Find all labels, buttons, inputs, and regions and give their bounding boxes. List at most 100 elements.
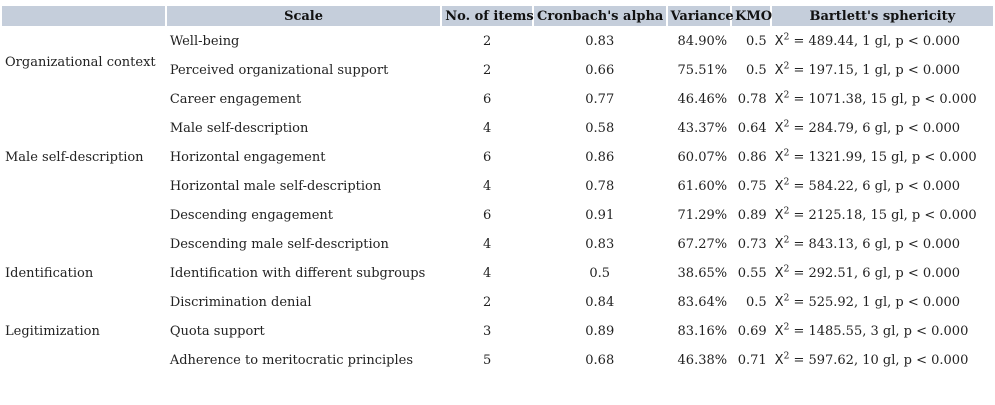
group-label-organizational-context: Organizational context	[5, 55, 156, 70]
chi-superscript: 2	[783, 293, 790, 304]
variance-cell: 71.29%	[677, 208, 728, 223]
bartlett-value: = 597.62, 10 gl, p < 0.000	[789, 353, 969, 368]
items-cell: 2	[482, 34, 492, 49]
variance-cell: 46.46%	[677, 92, 728, 107]
alpha-cell: 0.5	[589, 266, 611, 281]
scale-cell: Horizontal male self-description	[169, 179, 382, 194]
bartlett-value: = 2125.18, 15 gl, p < 0.000	[789, 208, 977, 223]
items-cell: 6	[482, 208, 492, 223]
bartlett-cell: X2 = 284.79, 6 gl, p < 0.000	[772, 115, 993, 142]
bartlett-cell: X2 = 1071.38, 15 gl, p < 0.000	[772, 86, 993, 113]
items-cell: 2	[482, 63, 492, 78]
alpha-cell: 0.83	[585, 34, 615, 49]
kmo-cell: 0.55	[737, 266, 767, 281]
scale-cell: Well-being	[169, 34, 240, 49]
header-items: No. of items	[442, 6, 534, 26]
chi-symbol: X	[774, 266, 784, 281]
chi-symbol: X	[774, 150, 784, 165]
header-group	[2, 6, 165, 26]
kmo-cell: 0.5	[745, 295, 767, 310]
header-variance: Variance	[667, 6, 734, 26]
variance-cell: 83.16%	[677, 324, 728, 339]
group-cell	[2, 289, 165, 316]
chi-superscript: 2	[783, 61, 790, 72]
scale-cell: Descending male self-description	[169, 237, 389, 252]
alpha-cell: 0.89	[585, 324, 615, 339]
kmo-cell: 0.73	[737, 237, 767, 252]
bartlett-value: = 197.15, 1 gl, p < 0.000	[789, 63, 961, 78]
bartlett-value: = 292.51, 6 gl, p < 0.000	[789, 266, 961, 281]
chi-superscript: 2	[783, 90, 790, 101]
chi-superscript: 2	[783, 264, 790, 275]
kmo-cell: 0.86	[737, 150, 767, 165]
header-scale: Scale	[166, 6, 441, 26]
table-row: Horizontal male self-description 4 0.78 61.…	[2, 173, 993, 200]
table-row: Adherence to meritocratic principles 5 0.6…	[2, 347, 993, 374]
bartlett-cell: X2 = 489.44, 1 gl, p < 0.000	[772, 28, 993, 55]
group-label-male-self-description: Male self-description	[5, 150, 144, 165]
chi-superscript: 2	[783, 119, 790, 130]
kmo-cell: 0.5	[745, 63, 767, 78]
items-cell: 2	[482, 295, 492, 310]
alpha-cell: 0.68	[585, 353, 615, 368]
kmo-cell: 0.5	[745, 34, 767, 49]
chi-symbol: X	[774, 295, 784, 310]
bartlett-cell: X2 = 292.51, 6 gl, p < 0.000	[772, 260, 993, 287]
group-cell	[2, 86, 165, 113]
alpha-cell: 0.77	[585, 92, 615, 107]
bartlett-value: = 1485.55, 3 gl, p < 0.000	[789, 324, 969, 339]
table-row: Male self-description Horizontal engageme…	[2, 144, 993, 171]
chi-superscript: 2	[783, 235, 790, 246]
bartlett-cell: X2 = 197.15, 1 gl, p < 0.000	[772, 57, 993, 84]
scale-cell: Career engagement	[169, 92, 302, 107]
bartlett-cell: X2 = 1321.99, 15 gl, p < 0.000	[772, 144, 993, 171]
bartlett-value: = 1321.99, 15 gl, p < 0.000	[789, 150, 977, 165]
items-cell: 4	[482, 121, 492, 136]
chi-superscript: 2	[783, 322, 790, 333]
variance-cell: 84.90%	[677, 34, 728, 49]
variance-cell: 61.60%	[677, 179, 728, 194]
table-row: Discrimination denial 2 0.84 83.64% 0.5 X2 = …	[2, 289, 993, 316]
alpha-cell: 0.66	[585, 63, 615, 78]
chi-superscript: 2	[783, 32, 790, 43]
table-row: Career engagement 6 0.77 46.46% 0.78 X2 = 107…	[2, 86, 993, 113]
alpha-cell: 0.91	[585, 208, 615, 223]
items-cell: 4	[482, 266, 492, 281]
chi-superscript: 2	[783, 177, 790, 188]
chi-superscript: 2	[783, 351, 790, 362]
table-row: Descending engagement 6 0.91 71.29% 0.89 X2 =…	[2, 202, 993, 229]
variance-cell: 60.07%	[677, 150, 728, 165]
header-bartlett: Bartlett's sphericity	[771, 6, 993, 26]
results-table: Scale No. of items Cronbach's alpha Vari…	[0, 4, 995, 376]
alpha-cell: 0.86	[585, 150, 615, 165]
kmo-cell: 0.89	[737, 208, 767, 223]
table-row: Male self-description 4 0.58 43.37% 0.64 X2 =…	[2, 115, 993, 142]
bartlett-value: = 843.13, 6 gl, p < 0.000	[789, 237, 961, 252]
bartlett-value: = 1071.38, 15 gl, p < 0.000	[789, 92, 977, 107]
variance-cell: 38.65%	[677, 266, 728, 281]
items-cell: 4	[482, 237, 492, 252]
group-cell: Legitimization	[5, 324, 100, 339]
bartlett-cell: X2 = 597.62, 10 gl, p < 0.000	[772, 347, 993, 374]
chi-superscript: 2	[783, 148, 790, 159]
group-cell	[2, 347, 165, 374]
scale-cell: Perceived organizational support	[169, 63, 389, 78]
chi-symbol: X	[774, 63, 784, 78]
table-row: Identification Identification with differ…	[2, 260, 993, 287]
scale-cell: Adherence to meritocratic principles	[169, 353, 413, 368]
alpha-cell: 0.58	[585, 121, 615, 136]
scale-cell: Male self-description	[169, 121, 309, 136]
group-cell	[2, 115, 165, 142]
variance-cell: 46.38%	[677, 353, 728, 368]
bartlett-cell: X2 = 2125.18, 15 gl, p < 0.000	[772, 202, 993, 229]
variance-cell: 67.27%	[677, 237, 728, 252]
group-cell	[2, 231, 165, 258]
bartlett-cell: X2 = 1485.55, 3 gl, p < 0.000	[772, 318, 993, 345]
kmo-cell: 0.69	[737, 324, 767, 339]
chi-symbol: X	[774, 208, 784, 223]
scale-cell: Identification with different subgroups	[169, 266, 426, 281]
chi-superscript: 2	[783, 206, 790, 217]
items-cell: 6	[482, 92, 492, 107]
alpha-cell: 0.83	[585, 237, 615, 252]
group-cell: Identification	[5, 266, 94, 281]
